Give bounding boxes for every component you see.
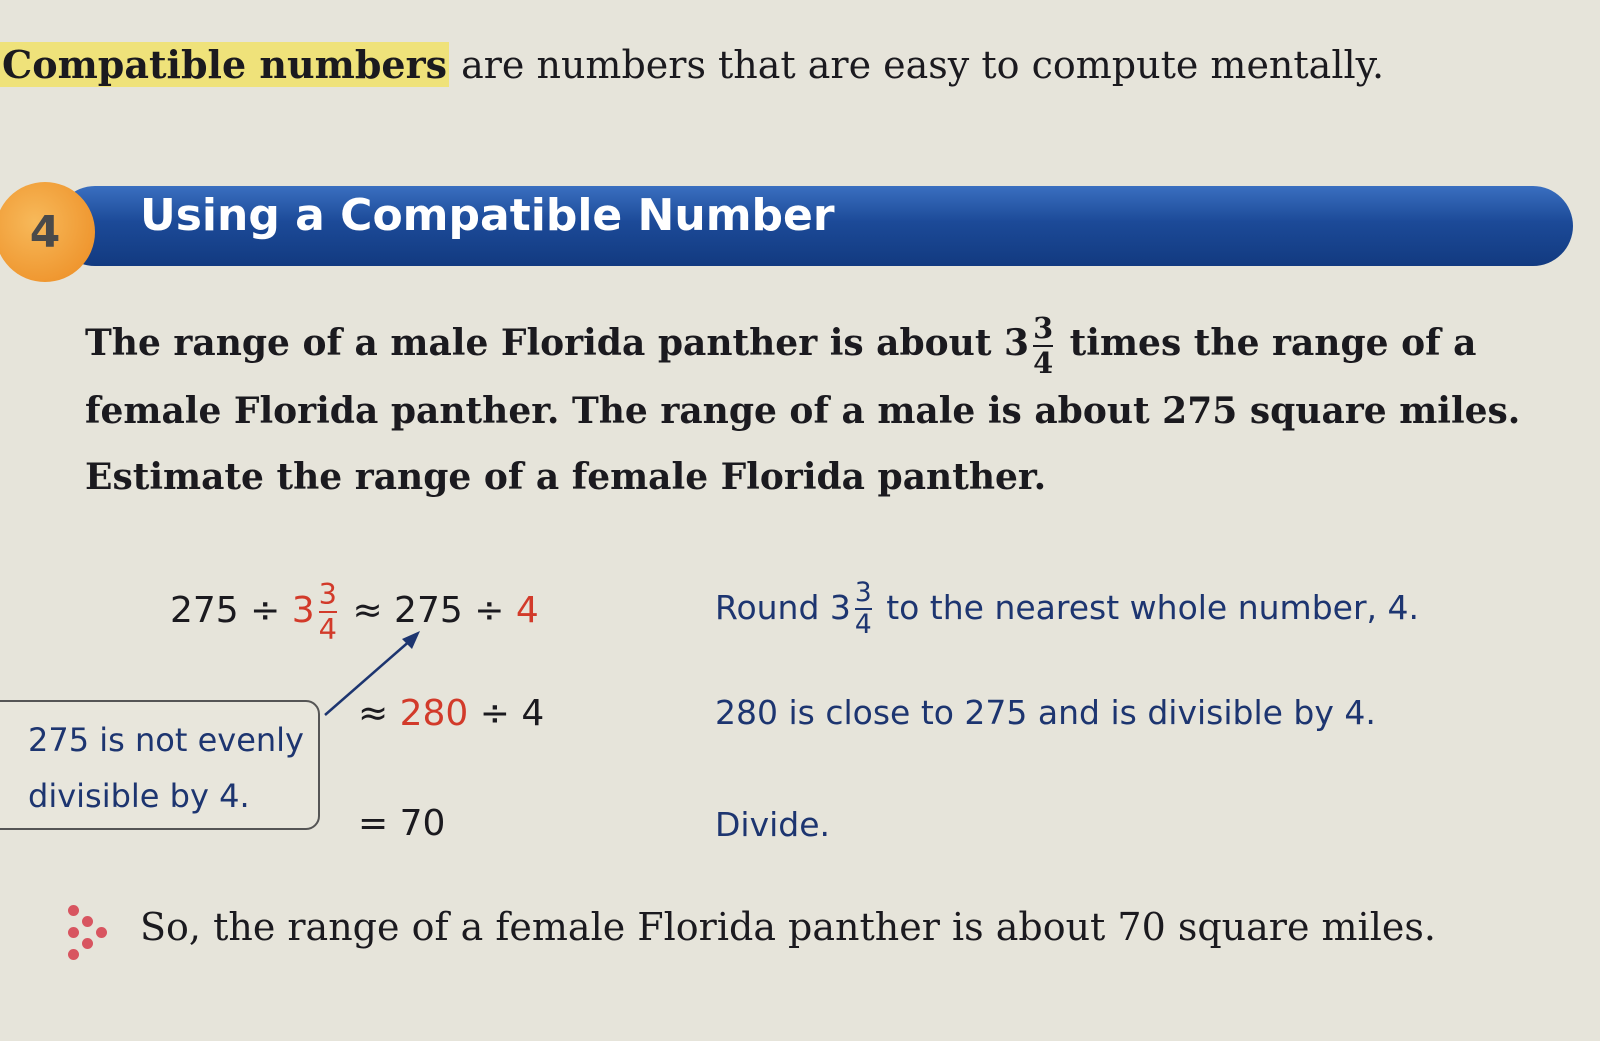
example-title: Using a Compatible Number	[140, 190, 835, 241]
expr: 70	[399, 803, 446, 844]
denominator: 4	[854, 609, 872, 641]
example-number-badge: 4	[0, 182, 95, 282]
numerator: 3	[1033, 311, 1054, 346]
expr-red: 280	[399, 693, 469, 734]
step-2-explanation: 280 is close to 275 and is divisible by …	[715, 693, 1376, 732]
expr: ÷ 4	[468, 693, 545, 734]
step-3-expression: = 70	[358, 803, 445, 844]
example-number: 4	[29, 206, 61, 258]
expr: 275 ÷	[170, 589, 292, 631]
numerator: 3	[854, 577, 872, 608]
expl-text: to the nearest whole number, 4.	[875, 587, 1419, 627]
intro-sentence: Compatible numbers are numbers that are …	[0, 42, 1384, 87]
example-banner	[55, 186, 1573, 266]
symbol: ≈	[358, 693, 400, 734]
numerator: 3	[318, 577, 337, 611]
note-line: 275 is not evenly	[28, 721, 304, 759]
step-2-expression: ≈ 280 ÷ 4	[358, 693, 544, 734]
answer-sentence: So, the range of a female Florida panthe…	[140, 905, 1436, 949]
arrow-icon	[324, 631, 420, 716]
problem-text-1: The range of a male Florida panther is a…	[85, 322, 1030, 364]
mixed-whole: 3	[291, 589, 315, 631]
expr: ≈ 275 ÷	[341, 589, 516, 631]
expr-red: 4	[515, 589, 539, 631]
symbol: =	[358, 803, 400, 844]
dots-arrow-icon	[68, 905, 108, 960]
note-line: divisible by 4.	[28, 777, 250, 815]
problem-text-2: times the range of a female Florida pant…	[85, 322, 1521, 498]
intro-text: are numbers that are easy to compute men…	[449, 43, 1385, 87]
problem-statement: The range of a male Florida panther is a…	[85, 310, 1565, 510]
highlighted-term: Compatible numbers	[0, 42, 450, 87]
step-3-explanation: Divide.	[715, 805, 831, 844]
denominator: 4	[1033, 346, 1054, 380]
expl-text: Round 3	[715, 587, 851, 627]
denominator: 4	[318, 611, 337, 646]
note-callout: 275 is not evenly divisible by 4.	[0, 700, 320, 830]
